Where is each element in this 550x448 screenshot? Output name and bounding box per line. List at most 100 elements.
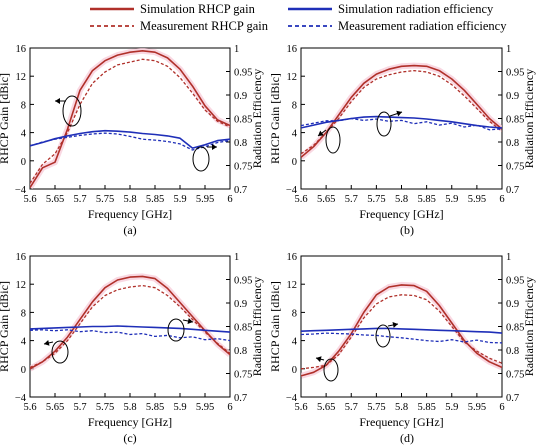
x-tick-label: 5.95 <box>196 402 214 413</box>
simulation-efficiency-line <box>30 129 230 149</box>
y-left-tick-label: −4 <box>15 393 27 404</box>
x-tick-label: 5.75 <box>96 194 114 205</box>
x-tick-label: 5.6 <box>294 194 307 205</box>
series-group <box>301 62 502 160</box>
annotation-arrow <box>389 110 403 117</box>
x-tick-label: 5.95 <box>196 194 214 205</box>
x-tick-label: 5.95 <box>468 194 486 205</box>
y-right-axis-label: Radiation Efficiency <box>522 69 536 168</box>
x-tick-label: 5.8 <box>123 402 136 413</box>
x-tick-label: 5.85 <box>146 402 164 413</box>
y-right-tick-label: 0.9 <box>506 299 519 310</box>
annotation-arrow <box>182 318 194 324</box>
legend-label: Measurement RHCP gain <box>140 19 269 33</box>
y-right-tick-label: 0.8 <box>234 138 247 149</box>
y-right-tick-label: 1 <box>234 252 239 263</box>
gain-highlight-line <box>301 62 502 160</box>
y-left-tick-label: 8 <box>292 100 297 111</box>
annotation-ellipse <box>192 146 210 172</box>
y-right-axis-label: Radiation Efficiency <box>522 277 536 376</box>
y-right-tick-label: 0.9 <box>234 299 247 310</box>
legend-label: Simulation RHCP gain <box>140 2 256 16</box>
y-left-tick-label: 8 <box>292 308 297 319</box>
legend-item: Measurement RHCP gain <box>90 19 269 33</box>
x-tick-label: 5.9 <box>173 194 186 205</box>
y-left-tick-label: 12 <box>16 72 27 83</box>
annotation-arrow <box>317 129 327 137</box>
y-right-tick-label: 0.8 <box>506 138 519 149</box>
y-right-tick-label: 0.9 <box>506 91 519 102</box>
x-tick-label: 5.8 <box>123 194 136 205</box>
x-tick-label: 5.7 <box>73 402 86 413</box>
x-axis-label: Frequency [GHz] <box>359 207 443 221</box>
annotation-arrow <box>315 356 325 363</box>
legend-label: Simulation radiation efficiency <box>338 2 494 16</box>
x-tick-label: 5.75 <box>367 402 385 413</box>
y-left-tick-label: 12 <box>16 280 27 291</box>
chart-panel: 5.6 5.65 5.7 5.75 5.8 5.85 5.9 5.95 6 16 12 8 4 0 −4 1 0… <box>0 252 264 445</box>
x-tick-label: 5.65 <box>317 194 335 205</box>
y-left-axis-label: RHCP Gain [dBic] <box>0 73 11 164</box>
x-axis-label: Frequency [GHz] <box>88 207 172 221</box>
annotation-arrow <box>55 98 66 104</box>
annotation-ellipse <box>375 324 391 348</box>
y-right-tick-label: 0.7 <box>506 185 519 196</box>
y-right-tick-label: 0.85 <box>506 115 524 126</box>
measurement-efficiency-line <box>301 117 502 131</box>
y-left-tick-label: 16 <box>287 44 298 55</box>
measurement-gain-line <box>301 294 502 370</box>
y-left-tick-label: 16 <box>16 252 27 263</box>
simulation-gain-line <box>301 64 502 158</box>
y-right-axis-label: Radiation Efficiency <box>250 69 264 168</box>
legend: Simulation RHCP gain Measurement RHCP gai… <box>90 2 507 33</box>
x-tick-label: 5.8 <box>395 402 408 413</box>
y-left-tick-label: 12 <box>287 280 298 291</box>
simulation-efficiency-line <box>301 115 502 129</box>
y-right-tick-label: 0.7 <box>506 393 519 404</box>
x-tick-label: 6 <box>227 194 232 205</box>
x-tick-label: 5.9 <box>173 402 186 413</box>
series-group <box>30 48 230 189</box>
simulation-gain-line <box>301 284 502 377</box>
measurement-gain-line <box>30 58 230 184</box>
y-right-tick-label: 1 <box>506 252 511 263</box>
annotation-ellipse <box>325 126 341 154</box>
x-tick-label: 6 <box>499 194 504 205</box>
measurement-efficiency-line <box>30 329 230 342</box>
chart-panel: 5.6 5.65 5.7 5.75 5.8 5.85 5.9 5.95 6 16 12 8 4 0 −4 1 0… <box>268 44 536 237</box>
annotation-arrow <box>387 322 399 328</box>
y-right-tick-label: 0.85 <box>234 323 252 334</box>
panel-caption: (d) <box>400 431 414 445</box>
x-tick-label: 5.7 <box>345 402 358 413</box>
x-tick-label: 6 <box>227 402 232 413</box>
y-right-tick-label: 0.95 <box>234 276 252 287</box>
legend-label: Measurement radiation efficiency <box>338 19 507 33</box>
annotation-ellipse <box>323 358 339 382</box>
x-tick-label: 5.7 <box>345 194 358 205</box>
y-left-axis-label: RHCP Gain [dBic] <box>0 281 11 372</box>
x-tick-label: 5.6 <box>294 402 307 413</box>
series-group <box>301 281 502 379</box>
y-left-tick-label: 8 <box>21 308 26 319</box>
gain-highlight-line <box>30 273 230 372</box>
plot-frame <box>29 47 231 190</box>
y-right-tick-label: 0.7 <box>234 393 247 404</box>
x-tick-label: 5.9 <box>445 194 458 205</box>
x-tick-label: 5.95 <box>468 402 486 413</box>
y-right-tick-label: 0.9 <box>234 91 247 102</box>
y-left-tick-label: 16 <box>287 252 298 263</box>
x-tick-label: 5.6 <box>23 402 36 413</box>
y-left-tick-label: 8 <box>21 100 26 111</box>
y-left-tick-label: 0 <box>292 157 297 168</box>
x-tick-label: 5.9 <box>445 402 458 413</box>
chart-panel: 5.6 5.65 5.7 5.75 5.8 5.85 5.9 5.95 6 16 12 8 4 0 −4 1 0… <box>0 44 264 237</box>
legend-item: Measurement radiation efficiency <box>288 19 507 33</box>
gain-highlight-line <box>30 48 230 189</box>
y-right-axis-label: Radiation Efficiency <box>250 277 264 376</box>
x-tick-label: 6 <box>499 402 504 413</box>
y-right-tick-label: 0.7 <box>234 185 247 196</box>
y-right-tick-label: 0.95 <box>506 276 524 287</box>
y-right-tick-label: 1 <box>506 44 511 55</box>
y-left-tick-label: 4 <box>21 129 27 140</box>
